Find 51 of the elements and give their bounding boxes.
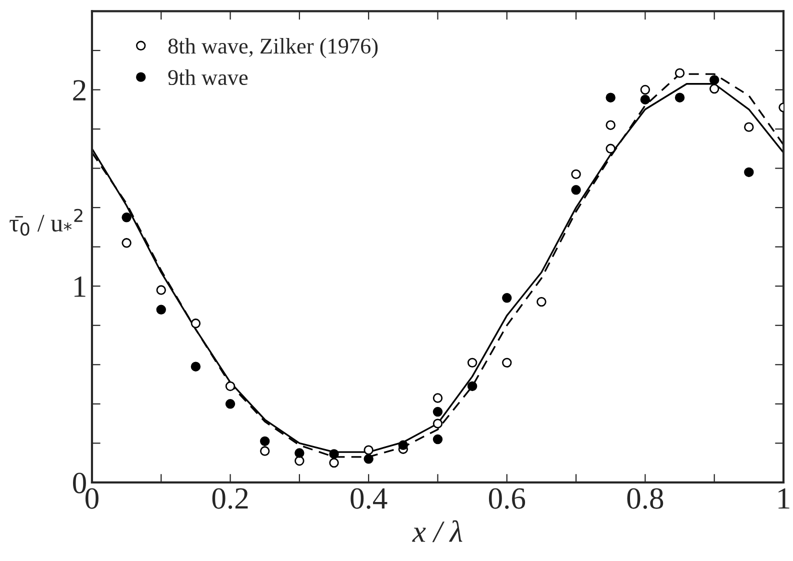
point (467, 358, 478, 368)
point (294, 456, 304, 466)
point (606, 120, 616, 130)
point (640, 84, 650, 95)
point (536, 296, 546, 307)
point (190, 318, 201, 328)
point (502, 293, 512, 303)
point (709, 75, 720, 85)
point (225, 381, 236, 392)
point (260, 436, 270, 446)
legend-label: 8th wave, Zilker (1976) (168, 38, 378, 58)
point (156, 304, 166, 315)
y-tick-label: 0 (73, 472, 86, 494)
point (294, 448, 304, 458)
point (329, 458, 339, 468)
point (364, 454, 374, 464)
point (709, 84, 720, 94)
x-axis-title: x / λ (412, 520, 462, 542)
point (467, 381, 478, 392)
x-tick-label: 1 (778, 488, 790, 509)
x-tick-label: 0.4 (350, 488, 388, 509)
y-tick-label: 2 (73, 80, 86, 100)
point (571, 169, 581, 180)
point (122, 238, 132, 248)
point (122, 212, 132, 222)
point (432, 406, 443, 417)
point (432, 393, 443, 403)
y-axis-title: τ̄$_{0}$ / u$_{*}$$^{2}$ (10, 208, 82, 236)
point (571, 185, 581, 195)
x-tick-label: 0.8 (627, 488, 664, 509)
point (640, 94, 650, 104)
point (432, 418, 443, 428)
point (502, 358, 512, 368)
point (606, 92, 616, 102)
x-tick-label: 0.6 (488, 488, 526, 509)
point (190, 362, 201, 372)
point (329, 449, 339, 459)
point (225, 399, 236, 409)
point (674, 68, 685, 78)
x-tick-label: 0.2 (212, 488, 248, 509)
point (260, 446, 270, 456)
legend-label: 9th wave (168, 69, 248, 86)
point (606, 144, 616, 154)
point (364, 445, 374, 455)
point (674, 92, 685, 102)
point (432, 434, 443, 444)
point (398, 440, 408, 450)
point (744, 122, 754, 132)
y-tick-label: 1 (74, 276, 86, 297)
point (156, 285, 166, 295)
point (744, 167, 754, 178)
